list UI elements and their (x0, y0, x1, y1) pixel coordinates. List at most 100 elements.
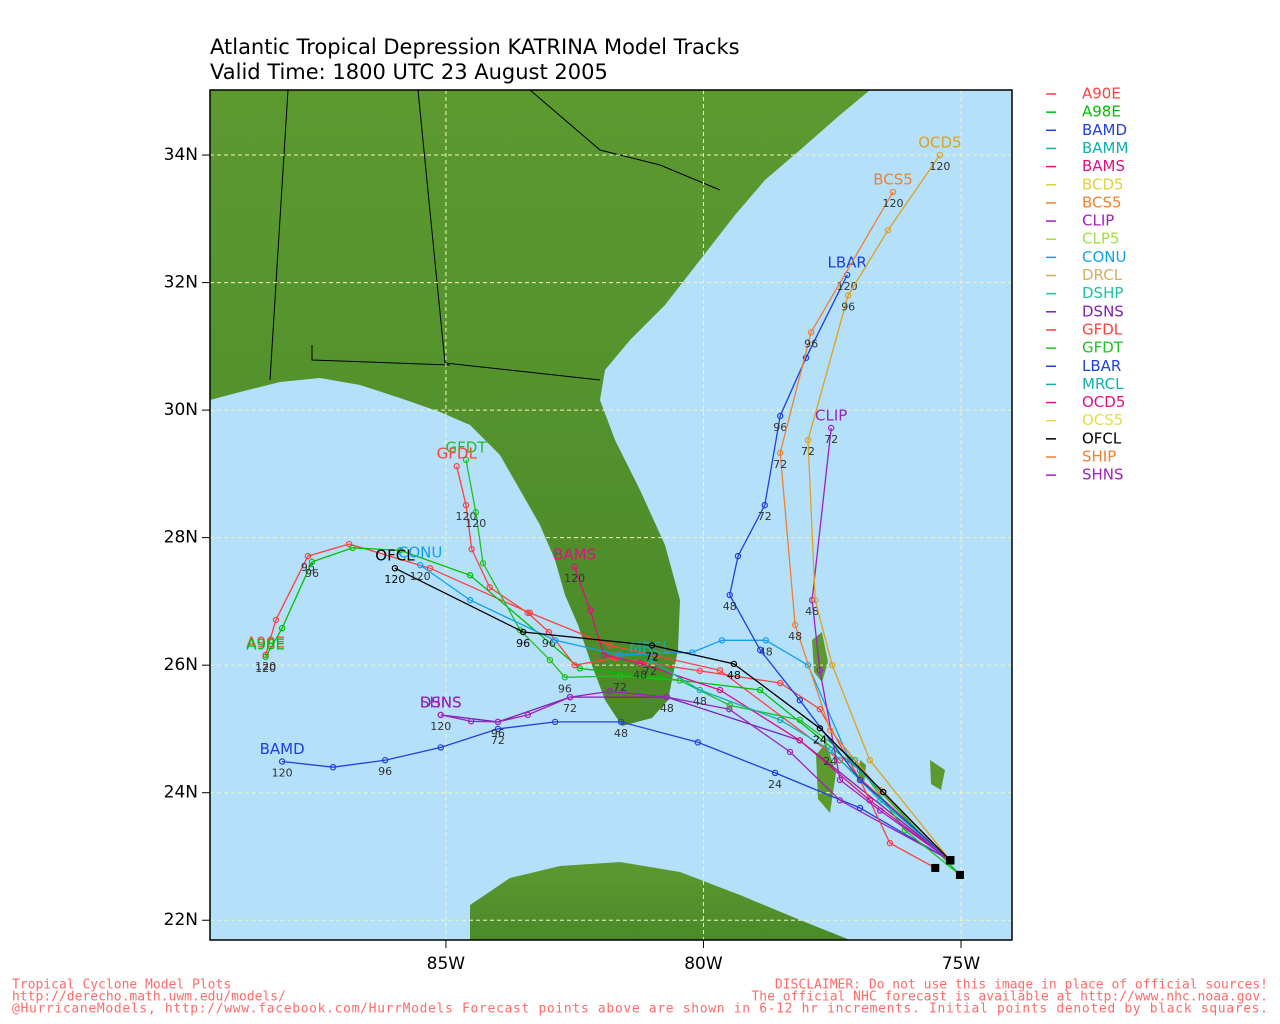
track-label: SHNS (420, 693, 462, 711)
track-point (726, 702, 733, 709)
hour-label: 120 (456, 510, 477, 523)
plot-frame (209, 89, 1013, 941)
track-point (636, 660, 644, 667)
hour-label: 120 (883, 197, 904, 210)
track-point (816, 667, 824, 674)
y-tick-label: 34N (164, 145, 198, 165)
track-label: BAMS (553, 545, 596, 563)
track-label: LBAR (827, 253, 866, 271)
track-point (561, 674, 569, 681)
legend-label: A98E (1082, 103, 1121, 121)
hour-label: 72 (758, 510, 772, 523)
legend-label: SHNS (1082, 466, 1124, 484)
track-point (278, 758, 286, 765)
track-point (345, 540, 353, 548)
track-point (884, 227, 892, 234)
track-point (524, 609, 532, 617)
legend-label: BCS5 (1082, 193, 1122, 211)
x-tick-label: 80W (684, 954, 723, 974)
y-tick-label: 22N (164, 910, 198, 930)
hour-label: 24 (768, 778, 782, 791)
track-point (802, 354, 810, 362)
track-point (468, 545, 475, 553)
track-point (656, 674, 664, 682)
hour-label: 120 (255, 662, 276, 675)
hour-label: 120 (430, 720, 451, 733)
track-point (866, 756, 874, 764)
hour-label: 72 (645, 650, 659, 663)
track-point (845, 292, 852, 299)
track-line (811, 427, 951, 861)
legend-label: OFCL (1082, 429, 1122, 447)
track-point (646, 656, 654, 664)
legend-label: GFDL (1082, 320, 1123, 338)
hour-label: 120 (255, 660, 276, 673)
track-point (466, 572, 474, 579)
initial-point (931, 863, 940, 872)
hour-label: 24 (813, 733, 827, 746)
track-point (576, 665, 584, 672)
track-label: CLIP (815, 406, 847, 424)
track-point (836, 797, 844, 804)
hour-label: 72 (563, 702, 577, 715)
track-point (836, 776, 844, 784)
track-point (804, 436, 812, 444)
track-line (282, 721, 951, 861)
track-label: OFCL (375, 547, 415, 565)
track-point (391, 565, 399, 572)
track-label: BCS5 (873, 171, 913, 189)
track-point (726, 705, 733, 713)
track-point (816, 725, 824, 732)
track-point (756, 646, 764, 654)
track-label: A98E (246, 635, 285, 653)
legend-label: DSHP (1082, 284, 1123, 302)
track-point (453, 463, 460, 470)
x-tick-label: 75W (942, 954, 981, 974)
track-point (756, 686, 764, 694)
track-point (329, 763, 337, 771)
track-label: GFDL (437, 445, 478, 463)
hour-label: 24 (823, 755, 837, 768)
initial-point (946, 856, 955, 865)
track-line (574, 566, 951, 861)
track-point (726, 591, 733, 599)
hour-label: 48 (693, 695, 707, 708)
track-point (762, 637, 769, 644)
track-point (308, 558, 316, 566)
track-line (456, 466, 936, 869)
track-point (786, 748, 794, 756)
track-point (479, 559, 487, 567)
hour-label: 72 (801, 445, 815, 458)
track-point (586, 607, 594, 614)
track-point (551, 637, 559, 644)
hour-label: 120 (465, 517, 486, 530)
footer-text: DISCLAIMER: Do not use this image in pla… (775, 978, 1268, 993)
track-line (440, 690, 951, 861)
hour-label: 120 (929, 160, 950, 173)
track-point (880, 788, 887, 796)
footer-text: http://derecho.math.uwm.edu/models/ (12, 990, 286, 1005)
legend-label: BAMM (1082, 139, 1128, 157)
legend-label: CONU (1082, 248, 1126, 266)
state-borders (269, 90, 721, 381)
track-point (272, 616, 280, 624)
track-line (807, 154, 951, 861)
legend-label: CLP5 (1082, 230, 1119, 248)
track-point (796, 737, 803, 744)
track-point (600, 651, 608, 659)
track-point (791, 621, 799, 629)
track-point (262, 653, 269, 661)
hour-label: 48 (614, 727, 628, 740)
track-point (304, 552, 312, 560)
y-tick-label: 32N (164, 273, 198, 293)
track-point (566, 693, 574, 701)
footer-text: @HurricaneModels, http://www.facebook.co… (12, 1002, 1268, 1017)
track-line (729, 274, 951, 861)
track-line (394, 567, 951, 861)
track-point (734, 552, 742, 560)
track-point (886, 839, 894, 847)
track-point (616, 651, 624, 659)
